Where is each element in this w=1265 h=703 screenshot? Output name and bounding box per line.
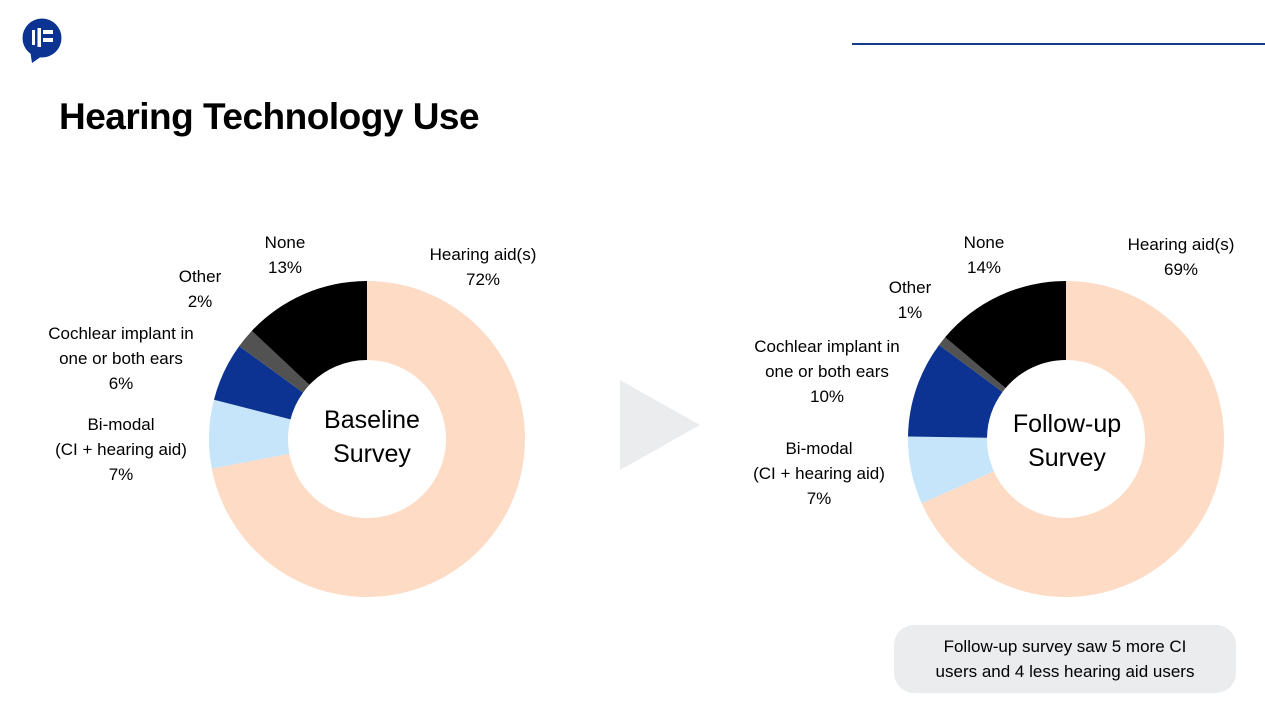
followup-center-label: Follow-up Survey — [1012, 410, 1122, 472]
donut-segment — [945, 281, 1066, 389]
donut-segment — [908, 344, 1003, 438]
baseline-label-none: None 13% — [264, 233, 306, 277]
followup-label-hearing-aid: Hearing aid(s) 69% — [1127, 235, 1235, 279]
donut-segment — [239, 330, 310, 393]
followup-label-none: None 14% — [963, 233, 1005, 277]
donut-segment — [251, 281, 367, 385]
header-rule — [852, 43, 1265, 45]
speech-bubble-logo-icon — [22, 18, 62, 63]
followup-label-other: Other 1% — [888, 278, 932, 322]
donut-segment — [211, 281, 525, 597]
followup-label-ci: Cochlear implant in one or both ears 10% — [754, 337, 900, 406]
donut-segment — [209, 399, 291, 469]
baseline-label-hearing-aid: Hearing aid(s) 72% — [429, 245, 537, 289]
donut-segment — [939, 337, 1006, 392]
baseline-label-bimodal: Bi-modal (CI + hearing aid) 7% — [55, 415, 187, 484]
baseline-center-label: Baseline Survey — [324, 406, 420, 468]
donut-segment — [921, 281, 1224, 597]
followup-label-bimodal: Bi-modal (CI + hearing aid) 7% — [753, 439, 885, 508]
donut-segment — [213, 346, 304, 420]
baseline-label-ci: Cochlear implant in one or both ears 6% — [48, 324, 194, 393]
play-arrow-icon — [620, 380, 700, 470]
page-title: Hearing Technology Use — [59, 96, 480, 137]
baseline-label-other: Other 2% — [178, 267, 222, 311]
summary-note: Follow-up survey saw 5 more CI users and… — [894, 625, 1236, 693]
donut-segment — [908, 436, 994, 504]
